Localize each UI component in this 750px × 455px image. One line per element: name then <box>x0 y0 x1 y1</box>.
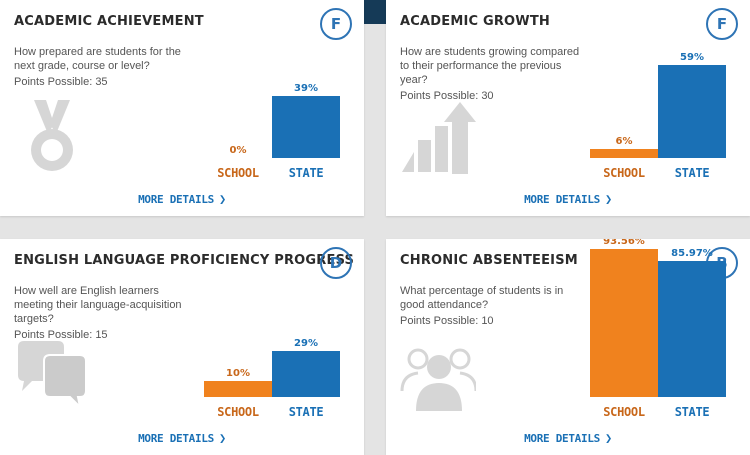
value-label-state: 29% <box>294 338 318 350</box>
points-possible: Points Possible: 35 <box>14 76 108 88</box>
card-academic-achievement: ACADEMIC ACHIEVEMENT F How prepared are … <box>0 0 364 216</box>
speech-bubbles-icon <box>18 341 87 411</box>
more-details-link[interactable]: MORE DETAILS ❯ <box>386 192 750 206</box>
growth-arrow-icon <box>402 102 476 174</box>
value-label-state: 59% <box>680 51 704 63</box>
bar-chart: 0% SCHOOL 39% STATE <box>0 0 364 216</box>
bar-school <box>590 148 658 158</box>
bar-school <box>590 249 658 397</box>
chevron-right-icon[interactable]: ❯ <box>218 431 226 445</box>
bar-state <box>272 96 340 158</box>
card-title: CHRONIC ABSENTEEISM <box>400 253 578 268</box>
chevron-right-icon[interactable]: ❯ <box>604 431 612 445</box>
grade-badge: F <box>706 8 738 40</box>
card-english-language-proficiency: ENGLISH LANGUAGE PROFICIENCY PROGRESS D … <box>0 239 364 455</box>
more-details-link[interactable]: MORE DETAILS ❯ <box>0 192 364 206</box>
card-question: How are students growing compared to the… <box>400 45 580 103</box>
category-label-school: SCHOOL <box>217 166 259 180</box>
card-question: How prepared are students for the next g… <box>14 45 194 89</box>
chevron-right-icon[interactable]: ❯ <box>604 192 612 206</box>
points-possible: Points Possible: 10 <box>400 315 494 327</box>
category-label-school: SCHOOL <box>603 166 645 180</box>
category-label-school: SCHOOL <box>217 405 259 419</box>
more-details-label[interactable]: MORE DETAILS <box>524 432 600 445</box>
bar-school <box>204 381 272 397</box>
bar-state <box>658 64 726 158</box>
more-details-link[interactable]: MORE DETAILS ❯ <box>0 431 364 445</box>
value-label-state: 39% <box>294 83 318 95</box>
value-label-school: 10% <box>226 368 250 380</box>
card-question: What percentage of students is in good a… <box>400 284 580 328</box>
bar-state <box>272 351 340 397</box>
value-label-school: 6% <box>615 135 633 147</box>
bar-chart: 10% SCHOOL 29% STATE <box>0 239 364 455</box>
question-text: How prepared are students for the next g… <box>14 46 181 72</box>
card-academic-growth: ACADEMIC GROWTH F How are students growi… <box>386 0 750 216</box>
question-text: What percentage of students is in good a… <box>400 285 564 311</box>
people-group-icon <box>400 348 476 411</box>
value-label-school: 93.56% <box>603 239 645 248</box>
category-label-school: SCHOOL <box>603 405 645 419</box>
question-text: How well are English learners meeting th… <box>14 285 182 325</box>
bar-state <box>658 261 726 397</box>
medal-icon <box>31 100 73 171</box>
more-details-label[interactable]: MORE DETAILS <box>138 432 214 445</box>
value-label-school: 0% <box>229 145 247 156</box>
card-title: ACADEMIC ACHIEVEMENT <box>14 14 204 29</box>
more-details-link[interactable]: MORE DETAILS ❯ <box>386 431 750 445</box>
grade-badge: F <box>320 8 352 40</box>
bar-chart: 93.56% SCHOOL 85.97% STATE <box>386 239 750 455</box>
value-label-state: 85.97% <box>671 248 713 260</box>
category-label-state: STATE <box>288 166 324 180</box>
category-label-state: STATE <box>288 405 324 419</box>
card-title: ACADEMIC GROWTH <box>400 14 550 29</box>
card-chronic-absenteeism: CHRONIC ABSENTEEISM B What percentage of… <box>386 239 750 455</box>
card-question: How well are English learners meeting th… <box>14 284 194 342</box>
grade-badge: D <box>320 247 352 279</box>
bar-chart: 6% SCHOOL 59% STATE <box>386 0 750 216</box>
more-details-label[interactable]: MORE DETAILS <box>524 193 600 206</box>
category-label-state: STATE <box>674 405 710 419</box>
question-text: How are students growing compared to the… <box>400 46 580 86</box>
more-details-label[interactable]: MORE DETAILS <box>138 193 214 206</box>
chevron-right-icon[interactable]: ❯ <box>218 192 226 206</box>
points-possible: Points Possible: 30 <box>400 90 494 102</box>
top-divider-bar <box>364 0 386 24</box>
card-title: ENGLISH LANGUAGE PROFICIENCY PROGRESS <box>14 253 355 268</box>
category-label-state: STATE <box>674 166 710 180</box>
points-possible: Points Possible: 15 <box>14 329 108 341</box>
